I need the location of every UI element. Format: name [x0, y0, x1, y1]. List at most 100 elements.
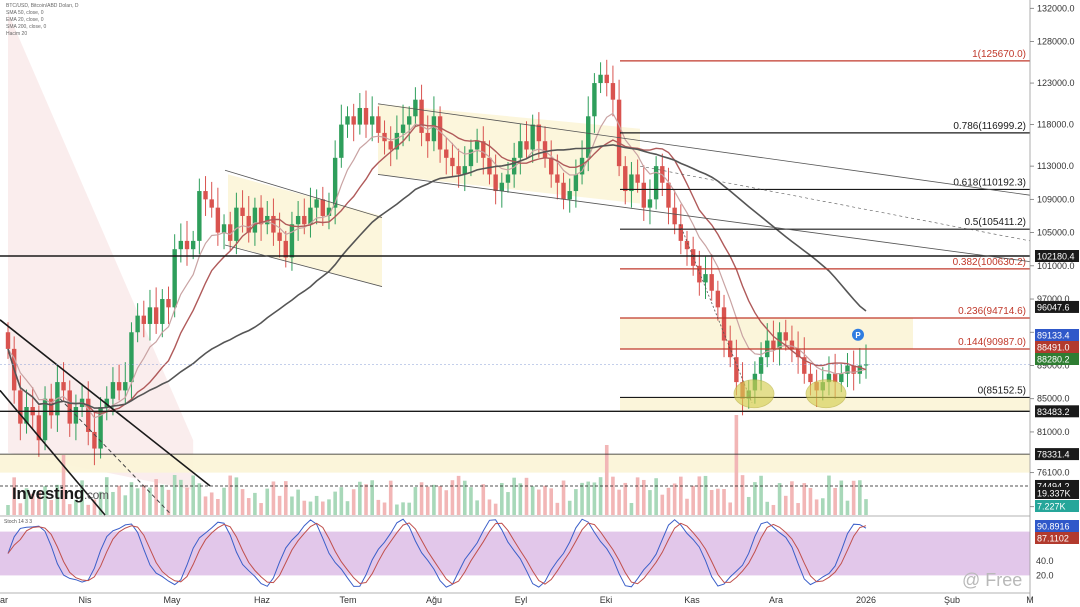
candle-body: [857, 365, 863, 374]
price-tick-label: 76100.0: [1037, 468, 1070, 478]
volume-bar: [728, 502, 733, 515]
price-tick-label: 81000.0: [1037, 427, 1070, 437]
price-tag-bg: [1035, 448, 1079, 461]
candle-body: [147, 307, 153, 324]
volume-bar: [450, 480, 455, 515]
candle-body: [839, 373, 844, 383]
volume-bar: [166, 489, 171, 515]
candle-body: [567, 191, 572, 200]
candle-body: [653, 166, 659, 200]
volume-bar: [67, 504, 72, 515]
candle-body: [86, 398, 91, 432]
downtrend-channel-zone: [8, 12, 194, 491]
volume-bar: [55, 484, 60, 515]
annotation-marker-glyph: P: [855, 331, 861, 340]
volume-bar: [265, 488, 270, 515]
volume-bar: [407, 502, 412, 515]
volume-bar: [382, 502, 387, 515]
time-tick-label: ar: [0, 595, 8, 605]
indicator-legend: BTC/USD, Bitcoin/ABD Doları, D SMA 50, c…: [6, 3, 79, 38]
volume-bar: [567, 500, 572, 515]
volume-bar: [203, 496, 208, 515]
volume-bar: [314, 495, 319, 515]
candle-body: [647, 199, 653, 208]
fibonacci-levels: 1(125670.0) 0.786(116999.2) 0.618(110192.3…: [0, 49, 1030, 487]
time-tick-label: M: [1026, 595, 1034, 605]
volume-bar: [129, 482, 134, 515]
candle-body: [666, 182, 671, 208]
support-ellipse-left: [733, 379, 775, 409]
volume-bar: [253, 492, 257, 515]
time-tick-label: Tem: [339, 595, 356, 605]
candle-body: [462, 166, 467, 175]
volume-bar: [746, 496, 751, 515]
candle-body: [295, 215, 301, 225]
fib-level-label: 0.5(105411.2): [964, 217, 1026, 228]
volume-bar: [104, 477, 109, 515]
sma200-line: [7, 144, 867, 409]
volume-bar: [296, 489, 300, 515]
volume-bar: [487, 499, 492, 515]
price-tick-label: 101000.0: [1037, 261, 1075, 271]
candle-body: [407, 116, 412, 125]
candle-body: [413, 99, 418, 117]
volume-bar: [481, 484, 486, 515]
candle-body: [697, 265, 702, 283]
candle-body: [320, 199, 326, 216]
candle-body: [369, 116, 375, 125]
volume-bar: [500, 482, 504, 515]
volume-bar: [246, 498, 251, 515]
candle-body: [283, 240, 288, 258]
candle-body: [302, 215, 307, 225]
price-tag-bg: [1035, 250, 1079, 263]
channel-mid-line: [639, 165, 1031, 242]
candle-body: [376, 116, 381, 133]
candle-body: [783, 332, 788, 341]
volume-bar: [462, 480, 467, 515]
candle-body: [203, 191, 208, 200]
volume-bar: [80, 480, 84, 515]
volume-bar: [561, 480, 566, 515]
volume-bar: [654, 478, 658, 515]
volume-bar: [765, 501, 770, 515]
volume-bar: [413, 487, 418, 515]
candle-body: [845, 365, 850, 374]
volume-bar: [308, 501, 313, 515]
stoch-tick-label: 40.0: [1036, 556, 1054, 566]
volume-bars: [6, 415, 868, 515]
stoch-band: [0, 531, 1030, 576]
volume-bar: [493, 503, 498, 515]
candle-body: [431, 116, 437, 142]
candle-body: [524, 141, 529, 150]
volume-bar: [666, 487, 671, 515]
channel-upper-line: [377, 103, 1031, 196]
volume-bar: [86, 504, 91, 515]
price-tag: 74494.2: [1037, 481, 1070, 491]
volume-bar: [12, 477, 16, 515]
price-tick-label: 128000.0: [1037, 37, 1075, 47]
price-tick-label: 105000.0: [1037, 228, 1075, 238]
moving-averages: [7, 112, 867, 419]
candle-body: [758, 357, 764, 374]
candle-body: [481, 141, 486, 158]
candle-body: [672, 207, 677, 225]
volume-bar: [444, 490, 449, 515]
candle-body: [604, 74, 609, 84]
candle-body: [388, 141, 393, 150]
trend-annotations: P: [0, 103, 1031, 516]
price-tick-label: 89000.0: [1037, 360, 1070, 370]
price-tag-bg: [1035, 353, 1079, 365]
candle-body: [548, 157, 554, 175]
dashed-trend-line: [59, 398, 171, 514]
candle-body: [493, 174, 498, 192]
candle-body: [629, 174, 634, 192]
stoch-k-line: [7, 518, 867, 588]
candle-body: [326, 207, 332, 216]
volume-bar: [24, 488, 29, 515]
volume-bar: [802, 483, 807, 515]
candle-body: [18, 390, 23, 424]
price-tick-label: 109000.0: [1037, 194, 1075, 204]
volume-bar: [858, 480, 862, 515]
price-tag-bg: [1035, 405, 1079, 418]
candle-body: [684, 240, 690, 250]
